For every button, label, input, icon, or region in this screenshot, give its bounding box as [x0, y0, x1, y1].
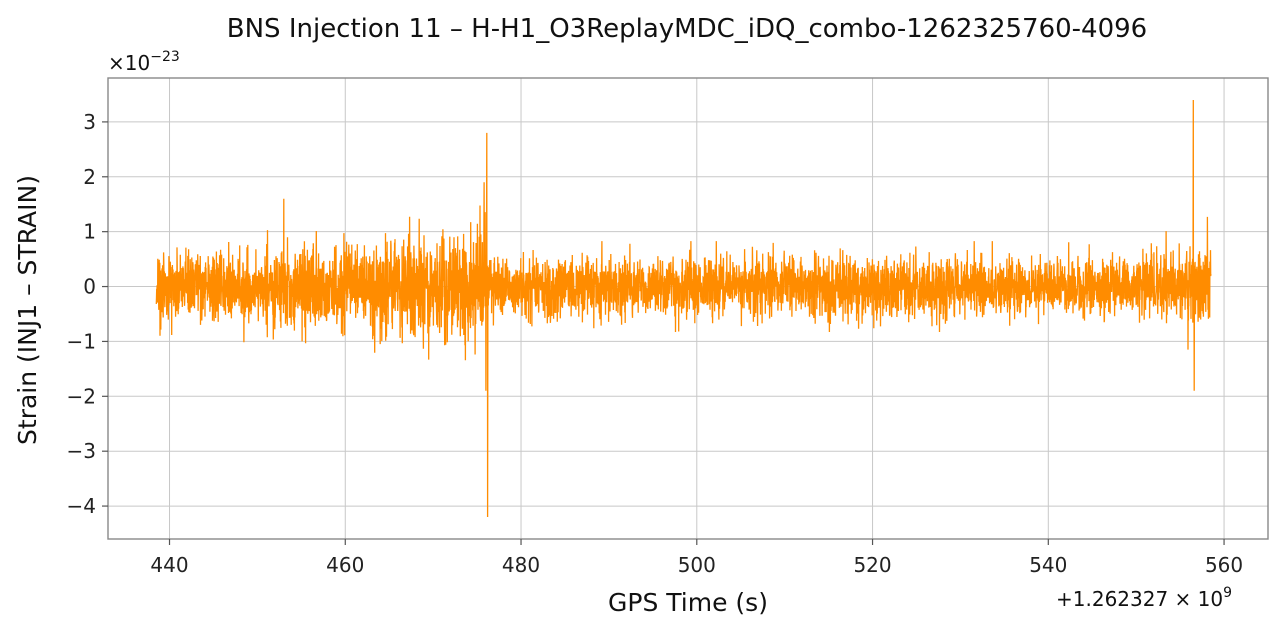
chart-title: BNS Injection 11 – H-H1_O3ReplayMDC_iDQ_…: [227, 14, 1147, 44]
y-tick-label: 3: [83, 110, 96, 134]
y-tick-label: −3: [67, 439, 96, 463]
y-axis-label: Strain (INJ1 – STRAIN): [13, 175, 42, 445]
y-tick-label: 2: [83, 165, 96, 189]
strain-series-line: [155, 99, 1212, 518]
x-tick-label: 520: [853, 553, 891, 577]
x-offset-label: +1.262327 × 109: [1056, 585, 1232, 611]
y-tick-label: −4: [67, 494, 96, 518]
plot-area: [155, 99, 1212, 518]
x-tick-label: 460: [326, 553, 364, 577]
axis-ticks: 440 460 480 500 520 540 560 −4 −3 −2 −1 0 1 2 3: [67, 110, 1244, 577]
y-tick-label: −1: [67, 329, 96, 353]
x-tick-label: 560: [1205, 553, 1243, 577]
y-scale-label: ×10−23: [108, 49, 180, 75]
x-tick-label: 500: [678, 553, 716, 577]
x-tick-label: 480: [502, 553, 540, 577]
y-tick-label: −2: [67, 384, 96, 408]
grid: [108, 78, 1268, 539]
plot-frame: [107, 77, 1269, 540]
y-tick-label: 0: [83, 275, 96, 299]
x-tick-label: 440: [150, 553, 188, 577]
y-tick-label: 1: [83, 220, 96, 244]
x-tick-label: 540: [1029, 553, 1067, 577]
x-axis-label: GPS Time (s): [608, 588, 768, 617]
